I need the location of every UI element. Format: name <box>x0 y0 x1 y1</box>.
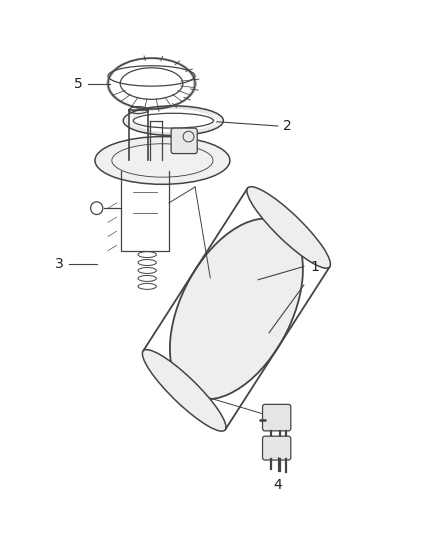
Text: 4: 4 <box>273 478 282 491</box>
Ellipse shape <box>247 187 330 268</box>
FancyBboxPatch shape <box>262 405 291 431</box>
Text: 1: 1 <box>311 260 319 273</box>
Ellipse shape <box>142 350 226 431</box>
Text: 5: 5 <box>74 77 83 91</box>
Ellipse shape <box>95 136 230 184</box>
Ellipse shape <box>170 219 303 399</box>
Text: 2: 2 <box>283 119 292 133</box>
Text: 3: 3 <box>55 257 64 271</box>
FancyBboxPatch shape <box>171 128 197 154</box>
FancyBboxPatch shape <box>262 436 291 460</box>
